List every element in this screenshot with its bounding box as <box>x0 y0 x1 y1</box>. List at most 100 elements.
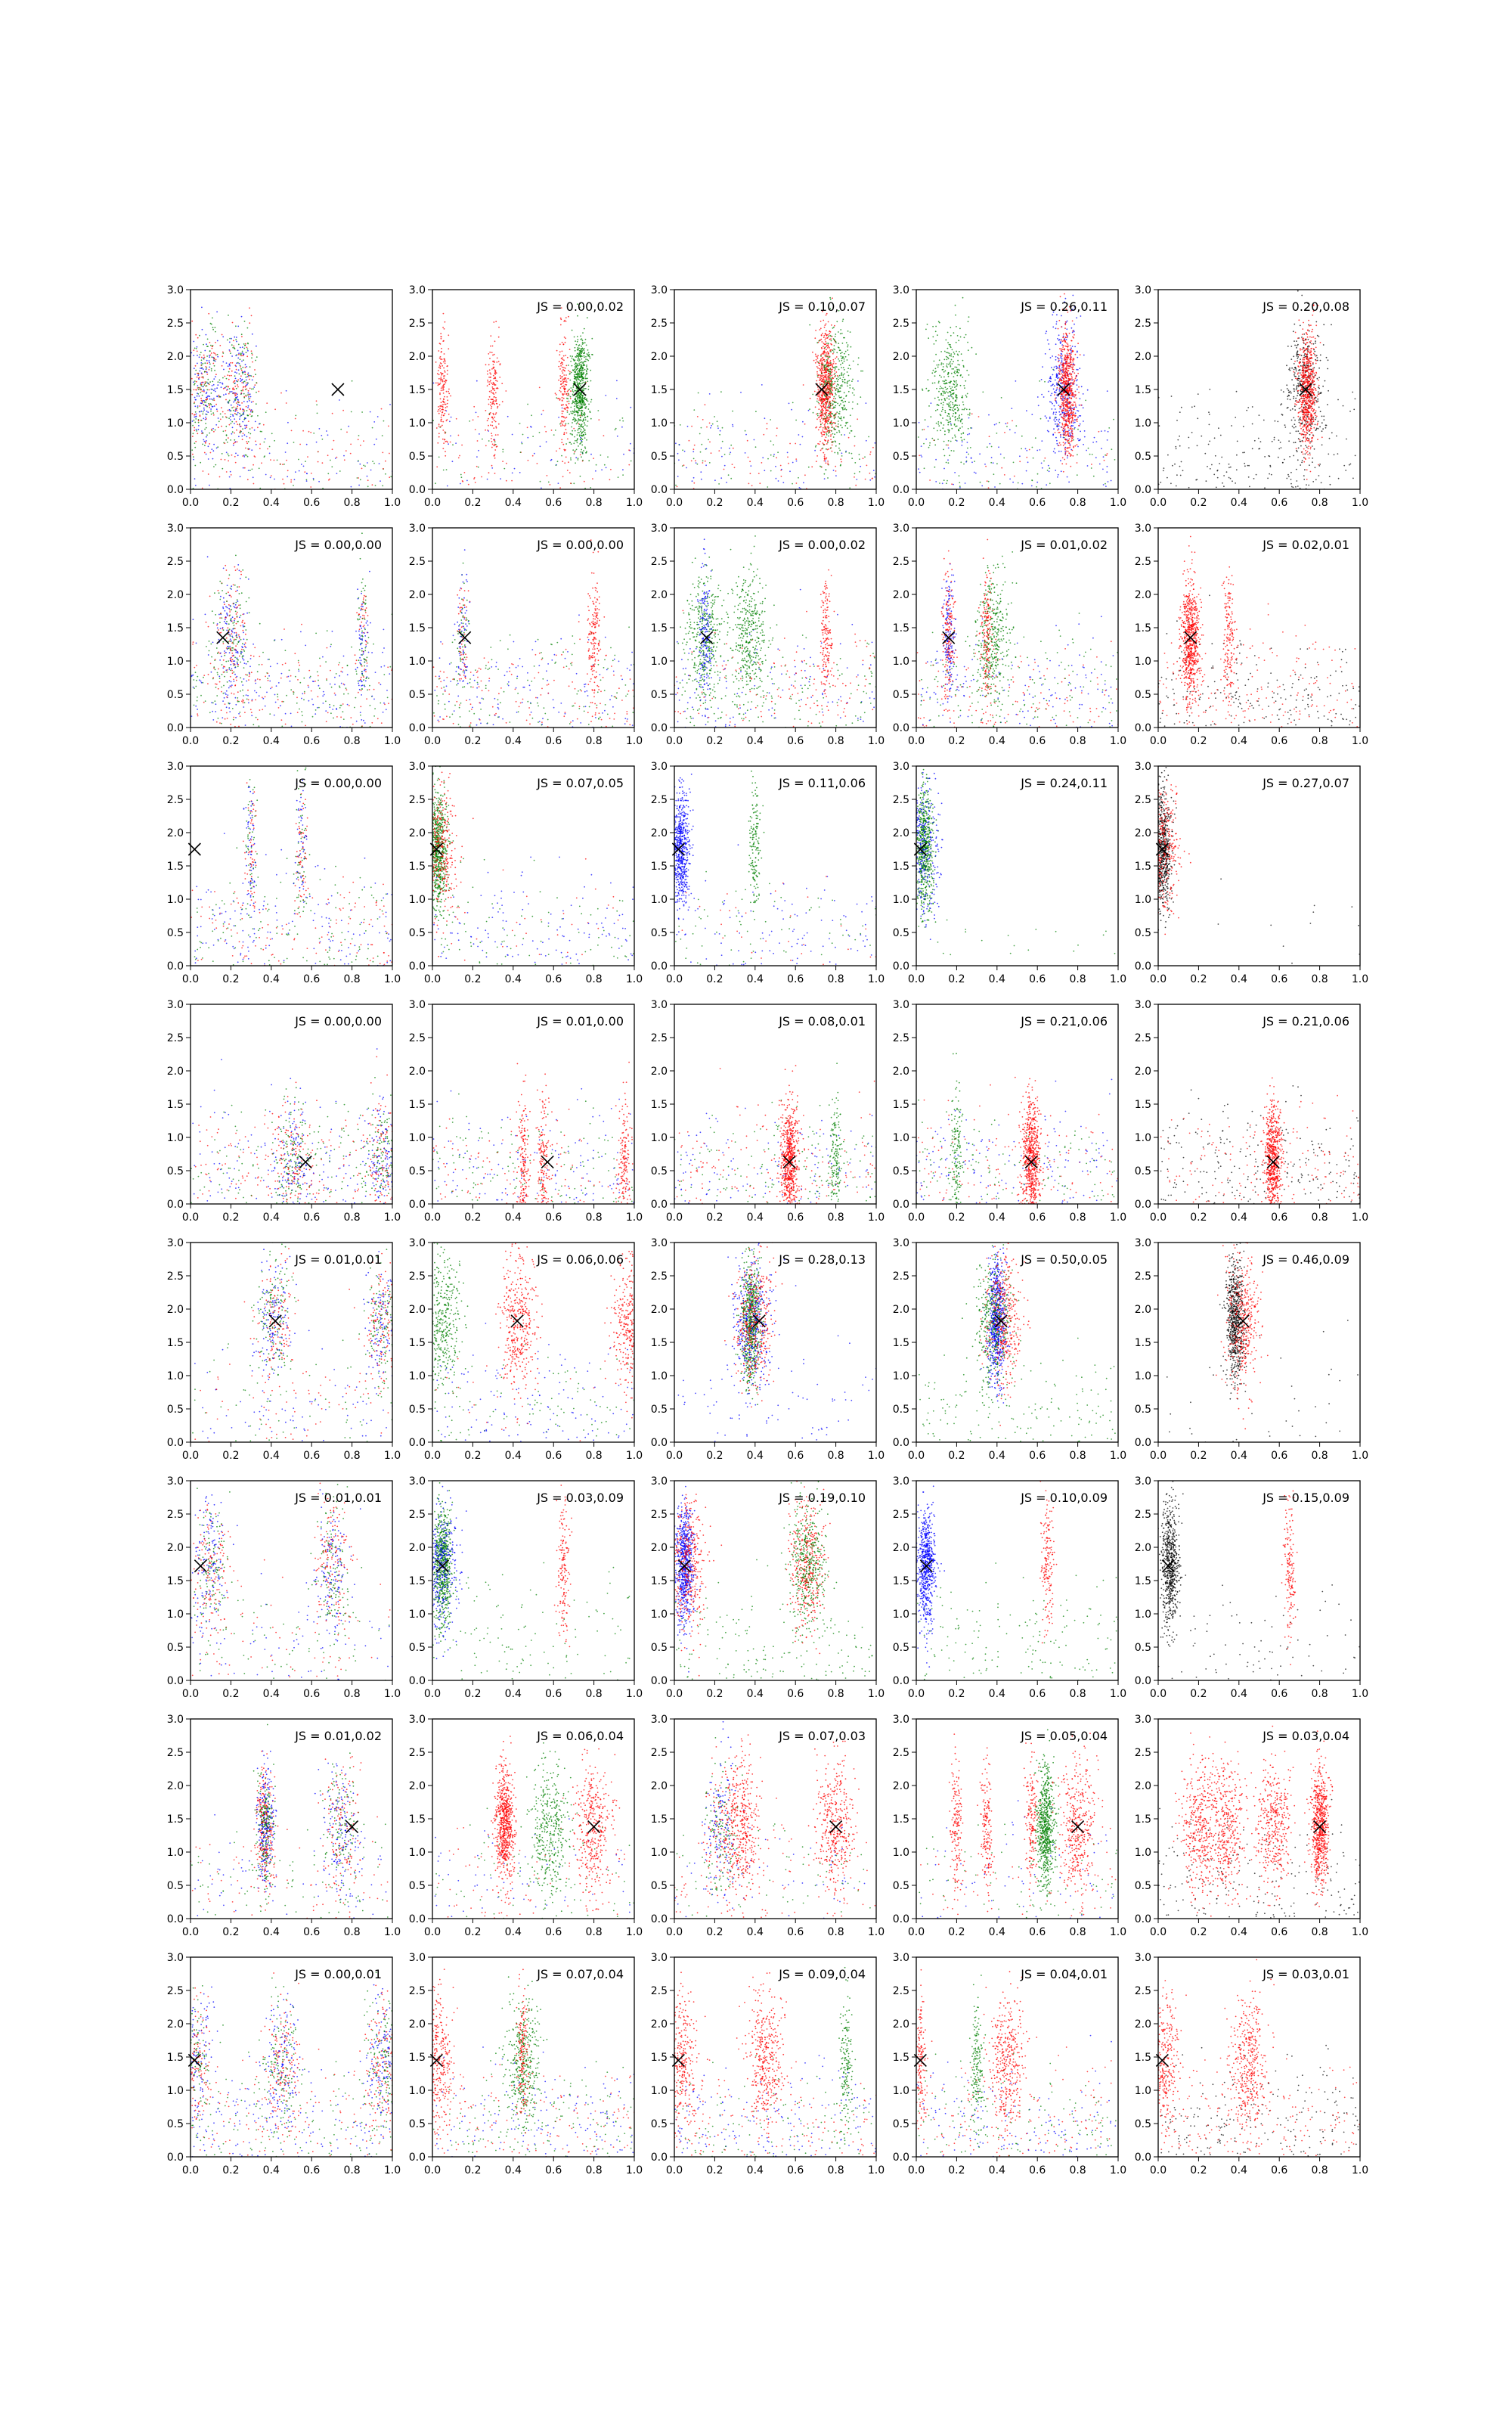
data-point <box>833 427 835 430</box>
data-point <box>931 372 934 374</box>
data-point <box>939 387 941 389</box>
data-point <box>580 365 582 367</box>
data-point <box>732 424 733 426</box>
data-point <box>1066 320 1068 322</box>
data-point <box>956 279 958 281</box>
data-point <box>246 436 248 438</box>
data-point <box>253 455 256 457</box>
data-point <box>197 373 200 375</box>
data-point <box>844 337 845 339</box>
data-point <box>832 366 834 368</box>
data-point <box>576 400 578 402</box>
data-point <box>584 351 585 353</box>
data-point <box>824 380 826 383</box>
data-point <box>206 389 209 391</box>
data-point <box>306 473 308 475</box>
data-point <box>1061 360 1063 361</box>
data-point <box>1056 384 1058 386</box>
data-point <box>1066 362 1068 365</box>
data-point <box>570 482 572 484</box>
data-point <box>872 470 875 471</box>
data-point <box>951 427 953 430</box>
data-point <box>839 449 841 451</box>
data-point <box>807 466 810 468</box>
data-point <box>206 355 208 357</box>
data-point <box>1050 402 1052 403</box>
data-point <box>833 417 835 420</box>
data-point <box>442 404 444 405</box>
data-point <box>968 316 970 318</box>
data-point <box>823 346 824 347</box>
data-point <box>842 318 844 321</box>
data-point <box>583 405 585 407</box>
data-point <box>1058 424 1060 425</box>
data-point <box>343 459 345 461</box>
data-point <box>559 354 561 356</box>
data-point <box>858 454 860 455</box>
data-point <box>440 333 442 335</box>
data-point <box>1061 416 1063 418</box>
data-point <box>956 398 958 400</box>
data-point <box>821 448 823 450</box>
data-point <box>1049 376 1052 377</box>
data-point <box>676 486 678 488</box>
data-point <box>993 473 995 476</box>
data-point <box>211 385 213 386</box>
data-point <box>1070 448 1073 451</box>
data-point <box>832 407 835 409</box>
data-point <box>200 352 202 353</box>
data-point <box>579 383 581 385</box>
data-point <box>998 446 999 448</box>
data-point <box>234 386 237 387</box>
data-point <box>823 385 824 387</box>
data-point <box>1067 343 1069 345</box>
data-point <box>389 476 391 479</box>
data-point <box>251 449 253 451</box>
data-point <box>197 385 199 386</box>
data-point <box>194 442 196 444</box>
data-point <box>948 402 950 404</box>
data-point <box>776 427 778 430</box>
data-point <box>193 458 194 461</box>
data-point <box>1070 417 1071 420</box>
data-point <box>968 417 970 419</box>
data-point <box>823 343 825 344</box>
data-point <box>1076 444 1078 445</box>
data-point <box>212 412 215 414</box>
data-point <box>493 377 495 380</box>
data-point <box>1070 404 1073 406</box>
data-point <box>828 430 830 432</box>
data-point <box>818 365 820 366</box>
data-point <box>560 365 562 367</box>
data-point <box>1068 438 1070 440</box>
data-point <box>568 395 570 396</box>
data-point <box>844 378 846 380</box>
data-point <box>955 341 957 343</box>
data-point <box>488 369 491 371</box>
data-point <box>692 451 695 453</box>
data-point <box>581 451 584 453</box>
data-point <box>581 343 584 345</box>
data-point <box>683 450 686 452</box>
data-point <box>581 414 583 417</box>
data-point <box>494 439 496 442</box>
data-point <box>200 388 202 390</box>
data-point <box>578 434 581 436</box>
data-point <box>857 364 859 365</box>
data-point <box>232 381 234 383</box>
data-point <box>445 409 446 411</box>
data-point <box>579 454 581 456</box>
data-point <box>259 443 262 445</box>
data-point <box>584 437 586 439</box>
data-point <box>678 444 680 446</box>
data-point <box>950 361 952 363</box>
data-point <box>965 396 968 398</box>
data-point <box>729 453 731 455</box>
data-point <box>244 454 246 456</box>
data-point <box>200 461 202 464</box>
data-point <box>968 408 971 411</box>
data-point <box>228 460 229 462</box>
data-point <box>196 395 198 397</box>
data-point <box>561 415 563 417</box>
data-point <box>823 414 824 416</box>
